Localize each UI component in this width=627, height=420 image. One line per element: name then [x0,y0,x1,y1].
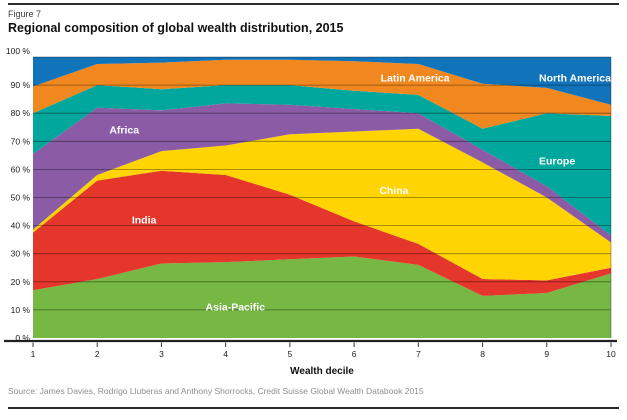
top-rule [8,3,619,5]
region-label-asia-pacific: Asia-Pacific [206,302,266,314]
x-tick-label-9: 9 [544,349,549,359]
source-line: Source: James Davies, Rodrigo Lluberas a… [8,386,424,396]
x-tick-label-10: 10 [606,349,616,359]
area-north-america [33,57,611,105]
y-tick-label-60: 60 % [11,164,31,174]
y-tick-label-20: 20 % [11,277,31,287]
x-tick-label-3: 3 [159,349,164,359]
region-label-india: India [132,215,157,227]
area-europe [33,85,611,236]
area-asia-pacific [33,256,611,338]
area-africa [33,103,611,243]
y-tick-label-90: 90 % [11,80,31,90]
x-tick-label-6: 6 [352,349,357,359]
x-tick-label-8: 8 [480,349,485,359]
region-label-north-america: North America [539,73,611,85]
y-tick-label-10: 10 % [11,305,31,315]
y-tick-label-30: 30 % [11,249,31,259]
x-tick-label-2: 2 [95,349,100,359]
area-india [33,170,611,296]
page-title: Regional composition of global wealth di… [8,21,344,35]
area-china [33,128,611,281]
y-tick-label-40: 40 % [11,221,31,231]
region-label-europe: Europe [539,156,575,168]
bottom-rule [8,407,619,409]
figure-number: Figure 7 [8,9,42,19]
area-latin-america [33,59,611,129]
region-label-africa: Africa [109,125,139,137]
x-axis-title: Wealth decile [290,366,354,377]
x-tick-label-1: 1 [31,349,36,359]
y-tick-label-80: 80 % [11,108,31,118]
y-tick-label-70: 70 % [11,136,31,146]
region-label-latin-america: Latin America [381,73,450,85]
y-tick-label-50: 50 % [11,193,31,203]
x-tick-label-7: 7 [416,349,421,359]
y-tick-label-100: 100 % [6,46,31,56]
region-label-china: China [379,185,408,197]
x-tick-label-4: 4 [223,349,228,359]
x-tick-label-5: 5 [288,349,293,359]
y-tick-label-0: 0 % [15,333,30,343]
